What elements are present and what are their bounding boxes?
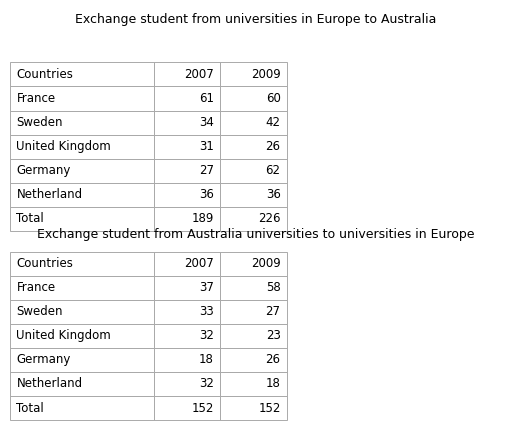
Text: 2009: 2009 <box>251 257 281 270</box>
Text: Sweden: Sweden <box>16 305 63 318</box>
Bar <box>10 135 154 159</box>
Text: Sweden: Sweden <box>16 116 63 129</box>
Bar <box>154 396 220 420</box>
Bar <box>10 324 154 348</box>
Bar <box>154 183 220 207</box>
Text: Germany: Germany <box>16 164 71 177</box>
Bar <box>10 62 154 86</box>
Text: United Kingdom: United Kingdom <box>16 329 111 342</box>
Text: 26: 26 <box>266 140 281 153</box>
Text: Countries: Countries <box>16 68 73 81</box>
Bar <box>220 324 287 348</box>
Text: 27: 27 <box>266 305 281 318</box>
Text: 2007: 2007 <box>184 68 214 81</box>
Text: 37: 37 <box>199 281 214 294</box>
Text: United Kingdom: United Kingdom <box>16 140 111 153</box>
Text: 226: 226 <box>258 212 281 225</box>
Bar <box>10 86 154 111</box>
Text: 60: 60 <box>266 92 281 105</box>
Text: France: France <box>16 281 55 294</box>
Text: Exchange student from universities in Europe to Australia: Exchange student from universities in Eu… <box>75 13 437 26</box>
Text: France: France <box>16 92 55 105</box>
Text: 18: 18 <box>266 378 281 390</box>
Bar <box>220 111 287 135</box>
Text: 36: 36 <box>266 188 281 201</box>
Text: Total: Total <box>16 402 44 415</box>
Text: Netherland: Netherland <box>16 378 82 390</box>
Text: Germany: Germany <box>16 353 71 366</box>
Bar <box>220 252 287 276</box>
Bar <box>154 62 220 86</box>
Text: 58: 58 <box>266 281 281 294</box>
Bar <box>220 372 287 396</box>
Bar <box>10 252 154 276</box>
Bar <box>154 372 220 396</box>
Text: 62: 62 <box>266 164 281 177</box>
Text: 2007: 2007 <box>184 257 214 270</box>
Bar <box>154 159 220 183</box>
Text: Netherland: Netherland <box>16 188 82 201</box>
Text: 32: 32 <box>199 329 214 342</box>
Bar <box>154 252 220 276</box>
Text: 42: 42 <box>266 116 281 129</box>
Text: 34: 34 <box>199 116 214 129</box>
Text: 18: 18 <box>199 353 214 366</box>
Bar <box>220 348 287 372</box>
Text: Total: Total <box>16 212 44 225</box>
Bar <box>10 300 154 324</box>
Text: 26: 26 <box>266 353 281 366</box>
Text: 31: 31 <box>199 140 214 153</box>
Bar <box>10 111 154 135</box>
Bar <box>154 324 220 348</box>
Text: 32: 32 <box>199 378 214 390</box>
Bar <box>220 300 287 324</box>
Bar <box>154 86 220 111</box>
Bar <box>220 86 287 111</box>
Bar <box>220 159 287 183</box>
Text: 27: 27 <box>199 164 214 177</box>
Text: 23: 23 <box>266 329 281 342</box>
Text: Exchange student from Australia universities to universities in Europe: Exchange student from Australia universi… <box>37 228 475 241</box>
Bar <box>220 396 287 420</box>
Bar <box>154 135 220 159</box>
Text: Countries: Countries <box>16 257 73 270</box>
Bar <box>10 276 154 300</box>
Bar <box>10 207 154 231</box>
Text: 189: 189 <box>191 212 214 225</box>
Bar <box>10 348 154 372</box>
Bar <box>154 207 220 231</box>
Text: 33: 33 <box>199 305 214 318</box>
Bar <box>220 276 287 300</box>
Bar <box>10 183 154 207</box>
Text: 61: 61 <box>199 92 214 105</box>
Bar <box>220 183 287 207</box>
Text: 36: 36 <box>199 188 214 201</box>
Text: 152: 152 <box>191 402 214 415</box>
Bar <box>154 348 220 372</box>
Bar <box>10 396 154 420</box>
Bar <box>10 372 154 396</box>
Bar <box>154 111 220 135</box>
Text: 2009: 2009 <box>251 68 281 81</box>
Bar <box>220 207 287 231</box>
Bar <box>10 159 154 183</box>
Bar <box>220 62 287 86</box>
Bar <box>154 276 220 300</box>
Bar <box>154 300 220 324</box>
Text: 152: 152 <box>258 402 281 415</box>
Bar <box>220 135 287 159</box>
